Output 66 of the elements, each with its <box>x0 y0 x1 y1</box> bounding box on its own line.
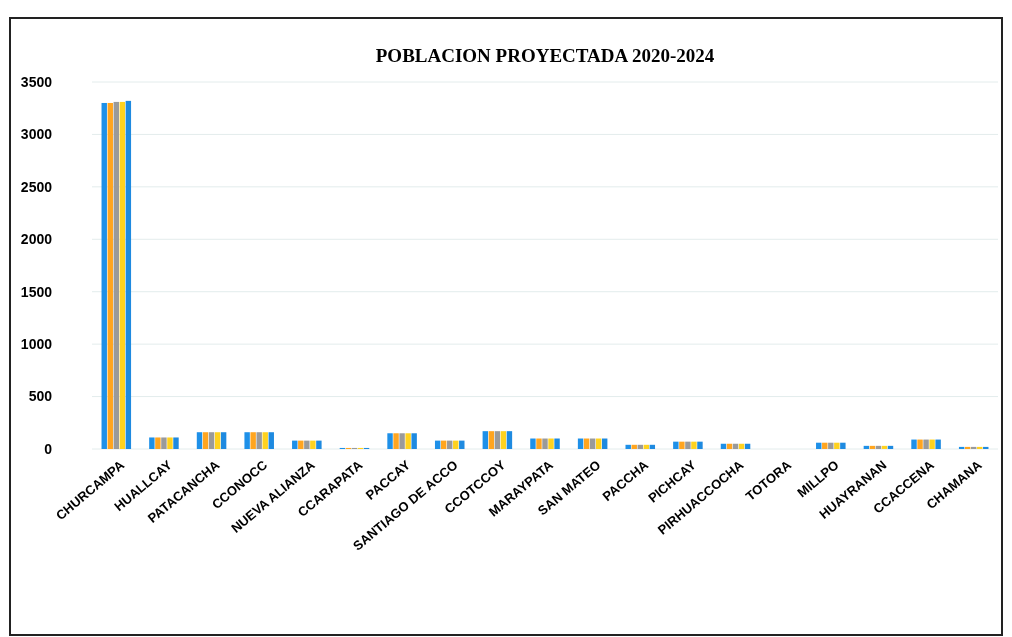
bar <box>250 432 256 449</box>
bar <box>310 440 316 449</box>
bar <box>196 432 203 449</box>
bar <box>673 441 679 449</box>
bar <box>208 432 215 449</box>
bar <box>828 442 834 449</box>
bar <box>411 433 417 449</box>
bar <box>214 432 221 449</box>
bar <box>536 438 542 449</box>
bar <box>167 437 173 449</box>
y-tick-label: 1500 <box>20 283 53 300</box>
bar <box>256 432 262 449</box>
bar <box>685 441 691 449</box>
bar <box>101 102 107 449</box>
y-tick-label: 1000 <box>20 336 53 353</box>
bar <box>316 440 322 449</box>
bar <box>834 442 840 449</box>
bar <box>935 439 941 449</box>
y-tick-label: 3500 <box>20 73 53 90</box>
bar <box>304 440 310 449</box>
bar <box>964 446 971 449</box>
bar <box>268 432 274 449</box>
y-tick-label: 500 <box>28 388 53 405</box>
bar <box>202 432 209 449</box>
bar <box>298 440 304 449</box>
bar <box>488 431 495 449</box>
bar <box>506 431 513 449</box>
bar <box>977 446 983 449</box>
bar <box>113 101 120 449</box>
bar <box>262 432 268 449</box>
bar <box>405 433 411 449</box>
bar <box>923 439 929 449</box>
bar <box>679 441 685 449</box>
bar <box>530 438 536 449</box>
bar <box>220 432 227 449</box>
bar <box>387 433 393 449</box>
y-tick-label: 2000 <box>20 231 53 248</box>
bar <box>697 441 703 449</box>
chart-title: POBLACION PROYECTADA 2020-2024 <box>375 45 715 66</box>
y-tick-label: 2500 <box>20 178 53 195</box>
bar <box>542 438 548 449</box>
bar <box>929 439 935 449</box>
bar <box>494 431 501 449</box>
bar <box>840 442 846 449</box>
bar <box>393 433 399 449</box>
bar <box>548 438 554 449</box>
bar <box>970 446 977 449</box>
bar <box>911 439 917 449</box>
bar <box>983 446 989 449</box>
bar <box>119 101 126 449</box>
y-tick-label: 0 <box>44 440 53 457</box>
bar <box>107 102 113 449</box>
bar <box>399 433 405 449</box>
bar <box>482 431 489 449</box>
bar <box>125 100 132 449</box>
bar <box>917 439 923 449</box>
bar <box>958 446 965 449</box>
bar <box>244 432 250 449</box>
bar <box>173 437 179 449</box>
bar <box>691 441 697 449</box>
y-tick-label: 3000 <box>20 126 53 143</box>
bar <box>149 437 155 449</box>
bar <box>155 437 161 449</box>
bar <box>161 437 167 449</box>
bar <box>554 438 560 449</box>
bar <box>500 431 507 449</box>
